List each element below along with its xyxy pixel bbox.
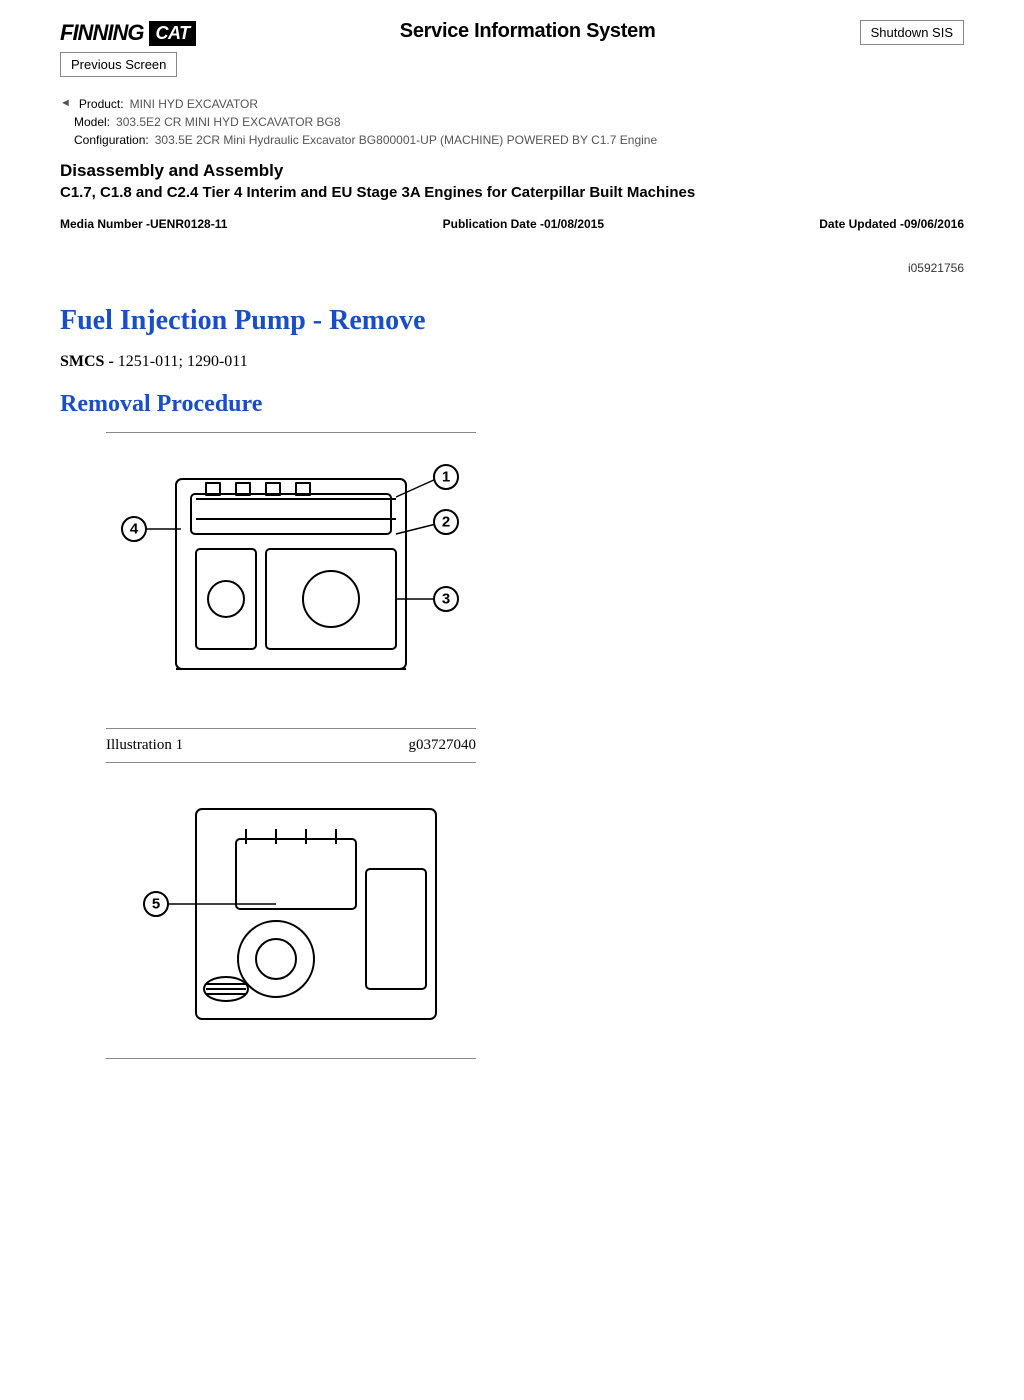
page-header: FINNING CAT Previous Screen Service Info… bbox=[60, 20, 964, 77]
meta-config: Configuration: 303.5E 2CR Mini Hydraulic… bbox=[74, 133, 964, 147]
media-number: Media Number -UENR0128-11 bbox=[60, 217, 227, 231]
doc-ref-id: i05921756 bbox=[60, 261, 964, 275]
header-left: FINNING CAT Previous Screen bbox=[60, 20, 196, 77]
page-heading: Fuel Injection Pump - Remove bbox=[60, 305, 964, 337]
smcs-value: 1251-011; 1290-011 bbox=[118, 353, 248, 370]
illustration-1: 1 2 3 4 Illustration 1 g03727040 5 bbox=[106, 432, 476, 1059]
date-updated: Date Updated -09/06/2016 bbox=[819, 217, 964, 231]
illus-code-1: g03727040 bbox=[409, 737, 477, 754]
logo-company: FINNING bbox=[60, 20, 143, 46]
sis-title: Service Information System bbox=[400, 20, 656, 43]
logo: FINNING CAT bbox=[60, 20, 196, 46]
meta-product-label: Product: bbox=[79, 97, 124, 111]
logo-brand-badge: CAT bbox=[149, 21, 195, 46]
meta-model: Model: 303.5E2 CR MINI HYD EXCAVATOR BG8 bbox=[74, 115, 964, 129]
doc-infoline: Media Number -UENR0128-11 Publication Da… bbox=[60, 217, 964, 231]
doc-title: Disassembly and Assembly bbox=[60, 161, 964, 181]
meta-product: ◄ Product: MINI HYD EXCAVATOR bbox=[60, 97, 964, 111]
section-heading: Removal Procedure bbox=[60, 391, 964, 418]
engine-diagram-2: 5 bbox=[106, 769, 476, 1049]
illus-rule-top bbox=[106, 432, 476, 433]
previous-screen-button[interactable]: Previous Screen bbox=[60, 52, 177, 77]
callout-3: 3 bbox=[442, 590, 450, 607]
back-arrow-icon[interactable]: ◄ bbox=[60, 97, 71, 111]
meta-config-label: Configuration: bbox=[74, 133, 149, 147]
callout-2: 2 bbox=[442, 513, 450, 530]
callout-1: 1 bbox=[442, 468, 450, 485]
meta-product-value: MINI HYD EXCAVATOR bbox=[130, 97, 258, 111]
meta-model-label: Model: bbox=[74, 115, 110, 129]
smcs-line: SMCS - 1251-011; 1290-011 bbox=[60, 353, 964, 371]
engine-diagram-1: 1 2 3 4 bbox=[106, 439, 476, 719]
illus-caption-1: Illustration 1 g03727040 bbox=[106, 735, 476, 756]
product-meta: ◄ Product: MINI HYD EXCAVATOR Model: 303… bbox=[60, 97, 964, 147]
meta-model-value: 303.5E2 CR MINI HYD EXCAVATOR BG8 bbox=[116, 115, 341, 129]
doc-subtitle: C1.7, C1.8 and C2.4 Tier 4 Interim and E… bbox=[60, 183, 964, 203]
illus-rule-bottom bbox=[106, 762, 476, 763]
smcs-label: SMCS - bbox=[60, 353, 118, 370]
shutdown-sis-button[interactable]: Shutdown SIS bbox=[860, 20, 964, 45]
illus-rule-end bbox=[106, 1058, 476, 1059]
meta-config-value: 303.5E 2CR Mini Hydraulic Excavator BG80… bbox=[155, 133, 657, 147]
callout-4: 4 bbox=[130, 520, 139, 537]
callout-5: 5 bbox=[152, 895, 160, 912]
illus-label-1: Illustration 1 bbox=[106, 737, 183, 754]
publication-date: Publication Date -01/08/2015 bbox=[443, 217, 604, 231]
illus-rule-mid bbox=[106, 728, 476, 729]
